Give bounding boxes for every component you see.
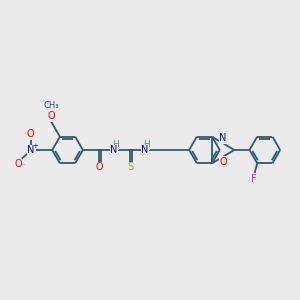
Text: H: H: [112, 140, 119, 149]
Text: O: O: [14, 159, 22, 169]
Text: F: F: [251, 174, 257, 184]
Text: N: N: [27, 145, 34, 155]
Text: ⁻: ⁻: [21, 162, 25, 171]
Text: N: N: [110, 145, 118, 155]
Text: O: O: [95, 162, 103, 172]
Text: CH₃: CH₃: [43, 101, 59, 110]
Text: O: O: [47, 111, 55, 122]
Text: O: O: [27, 129, 34, 139]
Text: +: +: [32, 143, 38, 149]
Text: S: S: [128, 162, 134, 172]
Text: N: N: [141, 145, 148, 155]
Text: N: N: [220, 133, 227, 143]
Text: H: H: [143, 140, 149, 149]
Text: O: O: [219, 157, 227, 167]
